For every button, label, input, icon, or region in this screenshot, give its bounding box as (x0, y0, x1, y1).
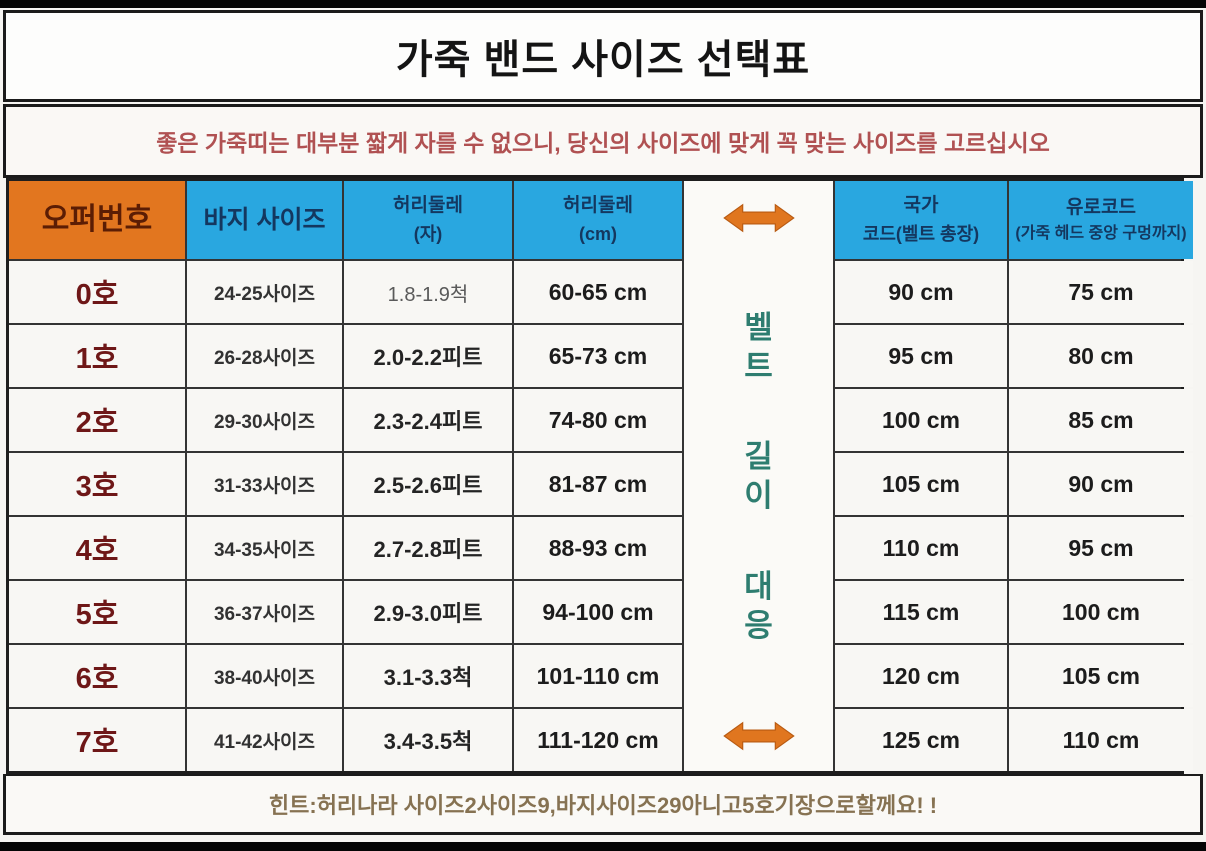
row-3-waist-ja: 2.5-2.6피트 (344, 453, 512, 515)
euro-code-line2: (가죽 헤드 중앙 구멍까지) (1015, 225, 1187, 243)
row-7-waist-ja: 3.4-3.5척 (344, 709, 512, 771)
row-0-waist-cm: 60-65 cm (514, 261, 682, 323)
row-7-waist-cm: 111-120 cm (514, 709, 682, 771)
belt-word: 벨트 (744, 309, 773, 384)
col-header-euro-code: 유로코드 (가죽 헤드 중앙 구멍까지) (1009, 181, 1193, 259)
row-1-euro-code: 80 cm (1009, 325, 1193, 387)
row-0-waist-ja: 1.8-1.9척 (344, 261, 512, 323)
row-4-order: 4호 (9, 517, 185, 579)
row-3-order: 3호 (9, 453, 185, 515)
row-2-euro-code: 85 cm (1009, 389, 1193, 451)
col-header-order-number: 오퍼번호 (9, 181, 185, 259)
title-section: 가죽 밴드 사이즈 선택표 (3, 10, 1203, 102)
belt-length-label: 벨트 길이 대응 (741, 243, 775, 711)
left-right-arrow-icon (722, 721, 795, 751)
row-6-country-code: 120 cm (835, 645, 1007, 707)
col-header-country-code: 국가 코드(벨트 총장) (835, 181, 1007, 259)
row-3-euro-code: 90 cm (1009, 453, 1193, 515)
row-6-euro-code: 105 cm (1009, 645, 1193, 707)
row-1-pants: 26-28사이즈 (187, 325, 342, 387)
belt-length-column: 벨트 길이 대응 (684, 181, 833, 771)
row-5-order: 5호 (9, 581, 185, 643)
country-code-line2: 코드(벨트 총장) (862, 223, 980, 244)
subtitle-section: 좋은 가죽띠는 대부분 짧게 자를 수 없으니, 당신의 사이즈에 맞게 꼭 맞… (3, 104, 1203, 178)
hint-text: 힌트:허리나라 사이즈2사이즈9,바지사이즈29아니고5호기장으로할께요! ! (268, 793, 938, 818)
page-title: 가죽 밴드 사이즈 선택표 (395, 38, 811, 82)
row-5-country-code: 115 cm (835, 581, 1007, 643)
waist-ja-line1: 허리둘레 (393, 195, 463, 217)
row-6-waist-ja: 3.1-3.3척 (344, 645, 512, 707)
row-4-pants: 34-35사이즈 (187, 517, 342, 579)
row-1-waist-ja: 2.0-2.2피트 (344, 325, 512, 387)
row-5-waist-cm: 94-100 cm (514, 581, 682, 643)
row-1-order: 1호 (9, 325, 185, 387)
row-6-waist-cm: 101-110 cm (514, 645, 682, 707)
waist-ja-line2: (자) (413, 223, 443, 244)
country-code-line1: 국가 (903, 195, 939, 217)
col-header-pants-size: 바지 사이즈 (187, 181, 342, 259)
pants-size-label: 바지 사이즈 (203, 205, 326, 234)
row-0-pants: 24-25사이즈 (187, 261, 342, 323)
row-1-waist-cm: 65-73 cm (514, 325, 682, 387)
col-header-waist-ja: 허리둘레 (자) (344, 181, 512, 259)
row-6-pants: 38-40사이즈 (187, 645, 342, 707)
row-3-waist-cm: 81-87 cm (514, 453, 682, 515)
waist-cm-line2: (cm) (578, 223, 617, 244)
row-3-pants: 31-33사이즈 (187, 453, 342, 515)
row-0-order: 0호 (9, 261, 185, 323)
row-2-country-code: 100 cm (835, 389, 1007, 451)
waist-cm-line1: 허리둘레 (563, 195, 633, 217)
row-4-euro-code: 95 cm (1009, 517, 1193, 579)
euro-code-line1: 유로코드 (1066, 196, 1136, 218)
row-5-waist-ja: 2.9-3.0피트 (344, 581, 512, 643)
row-0-euro-code: 75 cm (1009, 261, 1193, 323)
row-7-country-code: 125 cm (835, 709, 1007, 771)
row-0-country-code: 90 cm (835, 261, 1007, 323)
row-5-pants: 36-37사이즈 (187, 581, 342, 643)
mapping-word: 대응 (744, 568, 773, 643)
row-2-waist-ja: 2.3-2.4피트 (344, 389, 512, 451)
row-4-waist-cm: 88-93 cm (514, 517, 682, 579)
row-7-euro-code: 110 cm (1009, 709, 1193, 771)
hint-section: 힌트:허리나라 사이즈2사이즈9,바지사이즈29아니고5호기장으로할께요! ! (3, 774, 1203, 835)
chart-sheet: 가죽 밴드 사이즈 선택표 좋은 가죽띠는 대부분 짧게 자를 수 없으니, 당… (0, 8, 1206, 842)
left-right-arrow-icon (722, 203, 795, 233)
row-2-order: 2호 (9, 389, 185, 451)
row-3-country-code: 105 cm (835, 453, 1007, 515)
row-7-order: 7호 (9, 709, 185, 771)
col-header-waist-cm: 허리둘레 (cm) (514, 181, 682, 259)
row-1-country-code: 95 cm (835, 325, 1007, 387)
length-word: 길이 (744, 439, 773, 513)
row-2-pants: 29-30사이즈 (187, 389, 342, 451)
row-6-order: 6호 (9, 645, 185, 707)
row-5-euro-code: 100 cm (1009, 581, 1193, 643)
row-2-waist-cm: 74-80 cm (514, 389, 682, 451)
size-table: 벨트 길이 대응 오퍼번호 바지 사이즈 허리둘레 (자) 허리둘레 (cm) (6, 178, 1193, 774)
row-4-country-code: 110 cm (835, 517, 1007, 579)
row-7-pants: 41-42사이즈 (187, 709, 342, 771)
page-subtitle: 좋은 가죽띠는 대부분 짧게 자를 수 없으니, 당신의 사이즈에 맞게 꼭 맞… (156, 130, 1050, 156)
row-4-waist-ja: 2.7-2.8피트 (344, 517, 512, 579)
